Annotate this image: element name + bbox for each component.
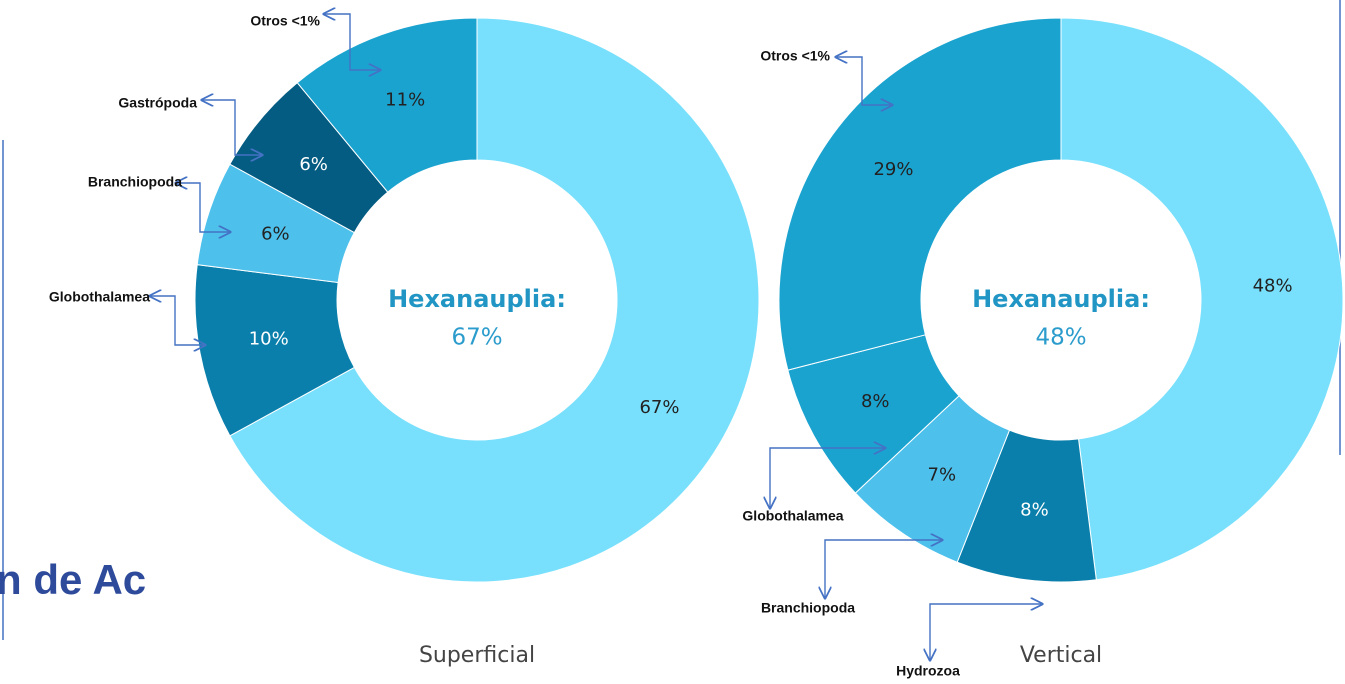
center-title: Hexanauplia:	[972, 285, 1150, 313]
value-label: 7%	[928, 464, 957, 485]
chart-title: Vertical	[1020, 643, 1102, 668]
center-value: 67%	[451, 325, 502, 351]
annotation-arrow	[930, 604, 1042, 660]
annotation-arrow	[836, 57, 892, 105]
annotation-label: Otros <1%	[760, 48, 830, 64]
annotation-arrow	[770, 448, 885, 508]
annotation-label: Branchiopoda	[761, 600, 855, 616]
annotation-arrow	[176, 183, 230, 232]
donut-segment	[1060, 17, 1344, 581]
value-label: 6%	[299, 154, 328, 175]
annotation-label: Branchiopoda	[88, 174, 182, 190]
annotation-label: Hydrozoa	[896, 663, 960, 679]
chart-title: Superficial	[419, 643, 535, 668]
annotation-label: Gastrópoda	[118, 95, 197, 111]
value-label: 10%	[249, 329, 289, 350]
value-label: 8%	[861, 391, 890, 412]
annotation-arrow	[825, 540, 942, 598]
background-heading: n de Ac	[0, 556, 146, 603]
value-label: 8%	[1020, 499, 1049, 520]
donut-segment	[229, 17, 760, 583]
annotation-label: Globothalamea	[49, 289, 150, 305]
value-label: 29%	[873, 159, 913, 180]
value-label: 48%	[1253, 276, 1293, 297]
donut-segment	[778, 17, 1062, 371]
annotation-arrow	[324, 14, 380, 70]
annotation-arrow	[202, 100, 262, 155]
value-label: 67%	[639, 397, 679, 418]
center-value: 48%	[1035, 325, 1086, 351]
annotation-label: Otros <1%	[250, 13, 320, 29]
annotation-label: Globothalamea	[742, 508, 843, 524]
value-label: 6%	[261, 223, 290, 244]
annotation-arrow	[150, 296, 205, 345]
value-label: 11%	[385, 90, 425, 111]
center-title: Hexanauplia:	[388, 285, 566, 313]
